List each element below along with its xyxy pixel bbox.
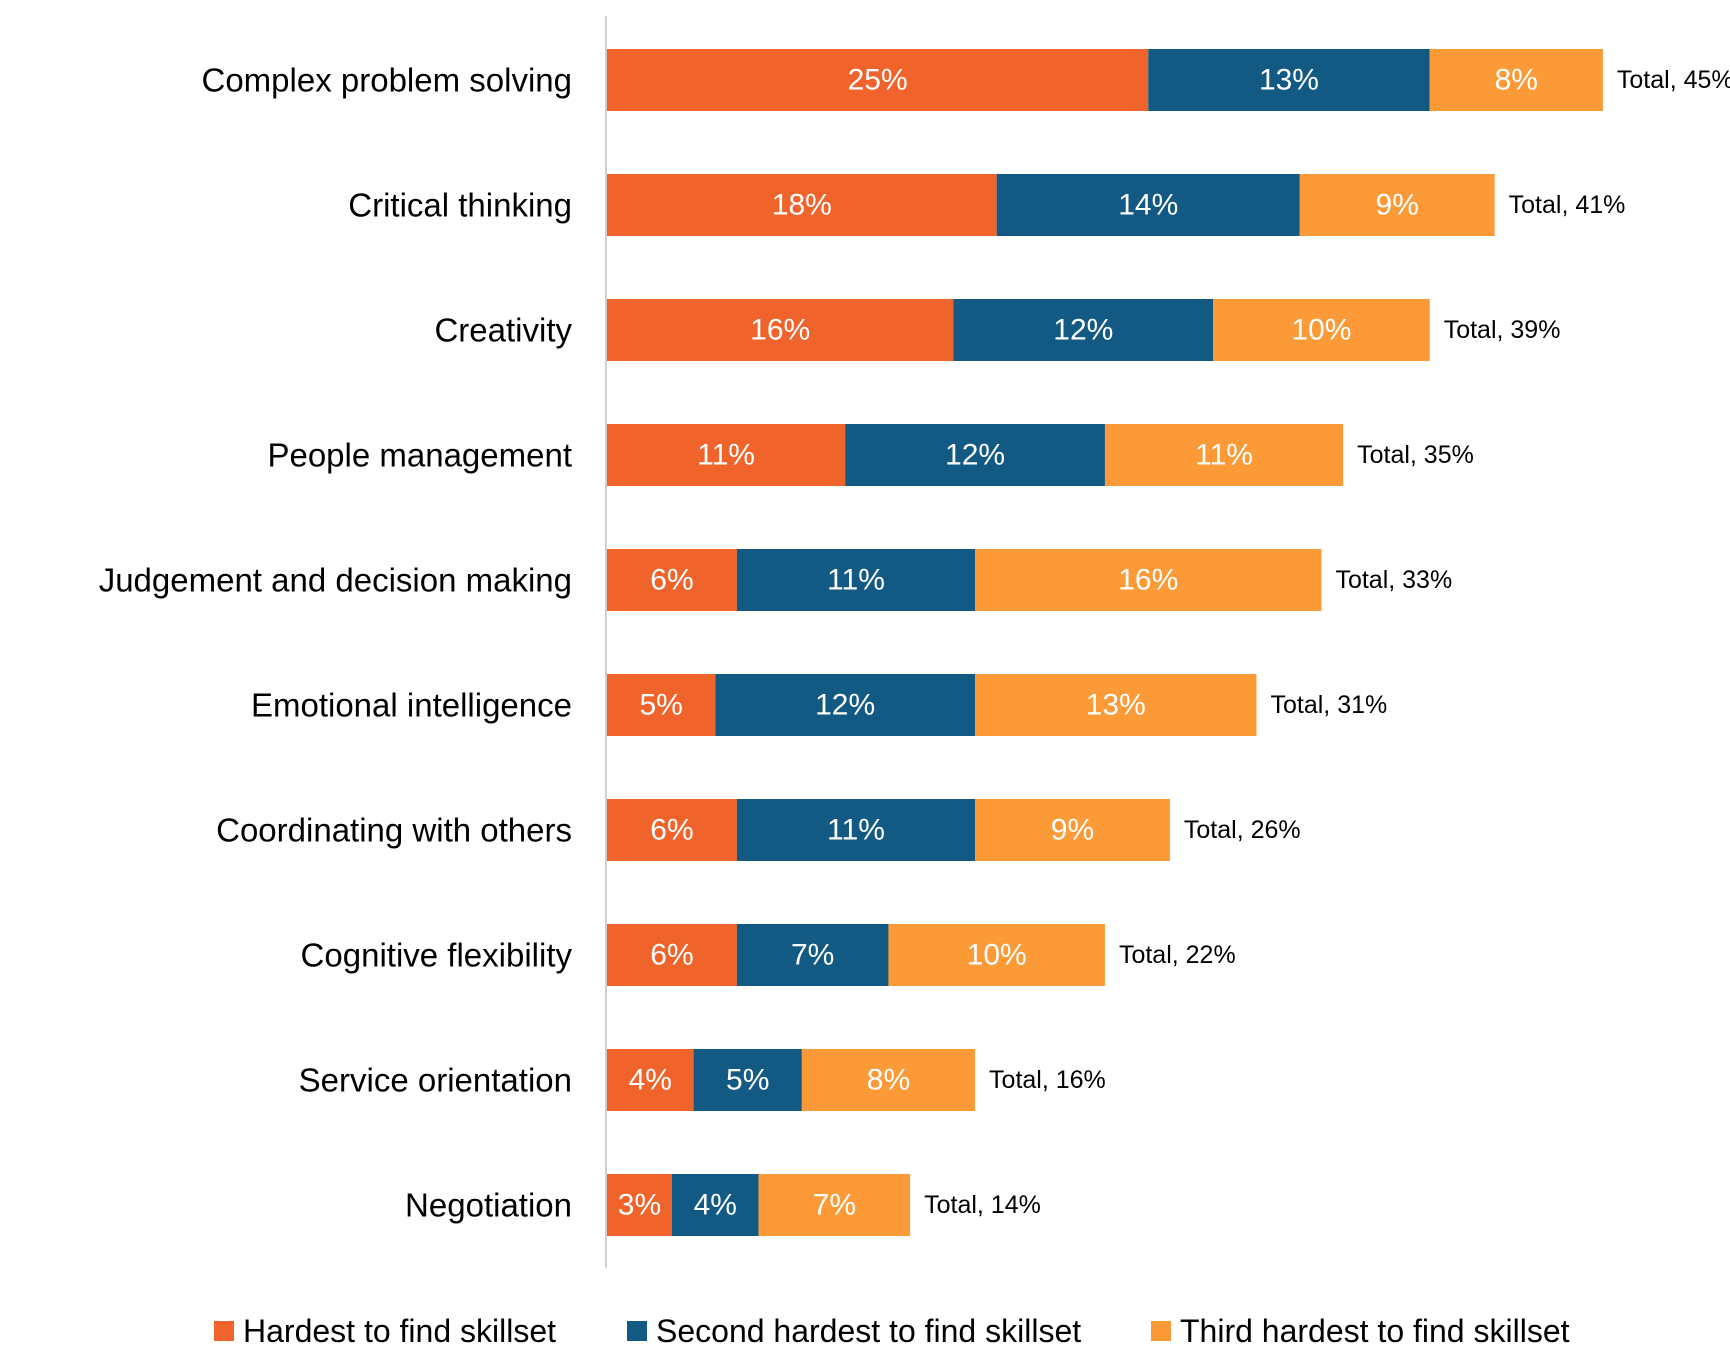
bar-segment-people-management-s1 bbox=[607, 424, 846, 486]
bar-segment-cognitive-flexibility-s1 bbox=[607, 924, 737, 986]
data-label-service-orientation-s3: 8% bbox=[867, 1064, 910, 1097]
data-label-emotional-intelligence-s2: 12% bbox=[815, 689, 875, 722]
bar-segment-people-management-s3 bbox=[1104, 424, 1344, 486]
data-label-people-management-s3: 11% bbox=[1195, 439, 1253, 472]
bar-segment-service-orientation-s2 bbox=[693, 1049, 802, 1111]
bar-segment-judgement-and-decision-making-s2 bbox=[736, 549, 976, 611]
data-label-coordinating-with-others-s1: 6% bbox=[650, 814, 693, 847]
data-label-people-management-s2: 12% bbox=[945, 439, 1005, 472]
bar-segment-judgement-and-decision-making-s3 bbox=[975, 549, 1322, 611]
bar-segment-coordinating-with-others-s1 bbox=[607, 799, 737, 861]
bar-segment-coordinating-with-others-s2 bbox=[736, 799, 976, 861]
data-label-negotiation-s1: 3% bbox=[618, 1189, 661, 1222]
data-label-service-orientation-s1: 4% bbox=[629, 1064, 672, 1097]
data-label-creativity-s1: 16% bbox=[750, 314, 810, 347]
bar-segment-negotiation-s3 bbox=[758, 1174, 911, 1236]
legend-label-s2: Second hardest to find skillset bbox=[656, 1313, 1081, 1349]
category-label-cognitive-flexibility: Cognitive flexibility bbox=[301, 937, 573, 974]
category-label-people-management: People management bbox=[267, 437, 572, 474]
data-label-emotional-intelligence-s3: 13% bbox=[1086, 689, 1146, 722]
category-label-critical-thinking: Critical thinking bbox=[348, 187, 572, 224]
bar-segment-people-management-s2 bbox=[845, 424, 1105, 486]
total-label-people-management: Total, 35% bbox=[1357, 441, 1474, 469]
total-label-coordinating-with-others: Total, 26% bbox=[1184, 816, 1301, 844]
category-label-complex-problem-solving: Complex problem solving bbox=[202, 62, 573, 99]
category-label-negotiation: Negotiation bbox=[405, 1187, 572, 1224]
bar-segment-creativity-s3 bbox=[1213, 299, 1430, 361]
data-label-judgement-and-decision-making-s2: 11% bbox=[827, 564, 885, 597]
bar-segment-emotional-intelligence-s2 bbox=[715, 674, 976, 736]
bar-segment-cognitive-flexibility-s2 bbox=[736, 924, 889, 986]
bar-segment-creativity-s1 bbox=[607, 299, 954, 361]
bar-segment-critical-thinking-s1 bbox=[607, 174, 997, 236]
data-label-emotional-intelligence-s1: 5% bbox=[639, 689, 682, 722]
bar-segment-critical-thinking-s3 bbox=[1299, 174, 1495, 236]
bar-segment-cognitive-flexibility-s3 bbox=[888, 924, 1105, 986]
data-label-people-management-s1: 11% bbox=[697, 439, 755, 472]
data-label-judgement-and-decision-making-s1: 6% bbox=[650, 564, 693, 597]
category-label-service-orientation: Service orientation bbox=[299, 1062, 572, 1099]
bar-segment-service-orientation-s3 bbox=[801, 1049, 976, 1111]
bar-segment-complex-problem-solving-s2 bbox=[1148, 49, 1430, 111]
data-label-coordinating-with-others-s3: 9% bbox=[1051, 814, 1094, 847]
total-label-complex-problem-solving: Total, 45% bbox=[1617, 66, 1730, 94]
data-label-critical-thinking-s2: 14% bbox=[1118, 189, 1178, 222]
data-label-creativity-s3: 10% bbox=[1291, 314, 1351, 347]
data-label-complex-problem-solving-s2: 13% bbox=[1259, 64, 1319, 97]
data-label-negotiation-s3: 7% bbox=[813, 1189, 856, 1222]
category-label-coordinating-with-others: Coordinating with others bbox=[216, 812, 572, 849]
bar-segment-creativity-s2 bbox=[953, 299, 1214, 361]
legend-label-s3: Third hardest to find skillset bbox=[1180, 1313, 1570, 1349]
total-label-creativity: Total, 39% bbox=[1444, 316, 1561, 344]
bar-segment-negotiation-s2 bbox=[671, 1174, 759, 1236]
bar-segment-emotional-intelligence-s3 bbox=[975, 674, 1257, 736]
bar-segment-emotional-intelligence-s1 bbox=[607, 674, 716, 736]
total-label-judgement-and-decision-making: Total, 33% bbox=[1335, 566, 1452, 594]
total-label-service-orientation: Total, 16% bbox=[989, 1066, 1106, 1094]
bar-segment-judgement-and-decision-making-s1 bbox=[607, 549, 737, 611]
legend-swatch-s1 bbox=[214, 1321, 234, 1341]
bar-segment-negotiation-s1 bbox=[607, 1174, 672, 1236]
legend: Hardest to find skillset Second hardest t… bbox=[214, 1313, 1570, 1349]
bar-segment-complex-problem-solving-s1 bbox=[607, 49, 1149, 111]
data-label-complex-problem-solving-s3: 8% bbox=[1495, 64, 1538, 97]
legend-swatch-s2 bbox=[627, 1321, 647, 1341]
category-label-judgement-and-decision-making: Judgement and decision making bbox=[99, 562, 572, 599]
data-label-cognitive-flexibility-s2: 7% bbox=[791, 939, 834, 972]
data-label-critical-thinking-s1: 18% bbox=[772, 189, 832, 222]
data-label-creativity-s2: 12% bbox=[1053, 314, 1113, 347]
data-label-negotiation-s2: 4% bbox=[694, 1189, 737, 1222]
legend-swatch-s3 bbox=[1151, 1321, 1171, 1341]
data-label-cognitive-flexibility-s1: 6% bbox=[650, 939, 693, 972]
bars-layer: Complex problem solving 25% 13% 8% Total, 45… bbox=[99, 16, 1730, 1268]
total-label-negotiation: Total, 14% bbox=[924, 1191, 1041, 1219]
data-label-judgement-and-decision-making-s3: 16% bbox=[1118, 564, 1178, 597]
total-label-emotional-intelligence: Total, 31% bbox=[1271, 691, 1388, 719]
bar-segment-service-orientation-s1 bbox=[607, 1049, 694, 1111]
legend-label-s1: Hardest to find skillset bbox=[243, 1313, 556, 1349]
bar-segment-coordinating-with-others-s3 bbox=[975, 799, 1170, 861]
bar-segment-complex-problem-solving-s3 bbox=[1429, 49, 1603, 111]
total-label-critical-thinking: Total, 41% bbox=[1509, 191, 1626, 219]
data-label-complex-problem-solving-s1: 25% bbox=[848, 64, 908, 97]
data-label-coordinating-with-others-s2: 11% bbox=[827, 814, 885, 847]
total-label-cognitive-flexibility: Total, 22% bbox=[1119, 941, 1236, 969]
data-label-service-orientation-s2: 5% bbox=[726, 1064, 769, 1097]
category-label-emotional-intelligence: Emotional intelligence bbox=[251, 687, 572, 724]
data-label-cognitive-flexibility-s3: 10% bbox=[967, 939, 1027, 972]
data-label-critical-thinking-s3: 9% bbox=[1376, 189, 1419, 222]
category-label-creativity: Creativity bbox=[434, 312, 572, 349]
bar-segment-critical-thinking-s2 bbox=[996, 174, 1300, 236]
